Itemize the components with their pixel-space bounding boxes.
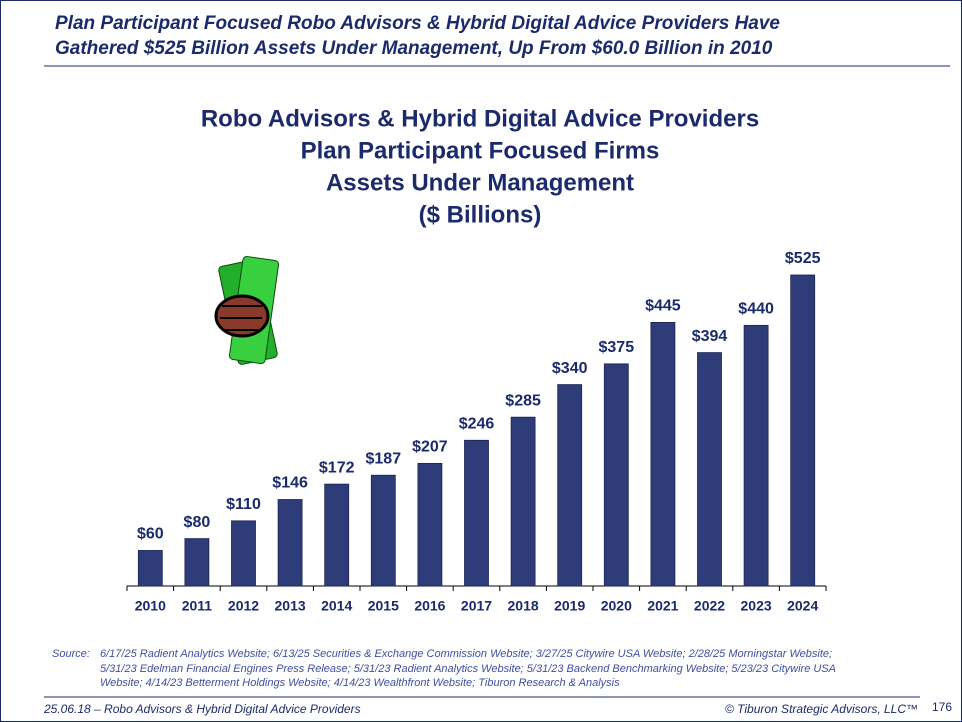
- chart-title: Robo Advisors & Hybrid Digital Advice Pr…: [201, 105, 759, 132]
- source-text: Website; 4/14/23 Betterment Holdings Web…: [100, 677, 620, 689]
- value-label: $246: [459, 415, 495, 432]
- bar: [464, 439, 489, 587]
- value-label: $525: [785, 250, 821, 267]
- bar: [743, 324, 769, 587]
- bar: [650, 321, 676, 587]
- footer-left: 25.06.18 – Robo Advisors & Hybrid Digita…: [43, 702, 361, 716]
- bar: [557, 384, 583, 587]
- value-label: $340: [552, 360, 588, 377]
- value-label: $285: [505, 392, 541, 409]
- x-tick-label: 2023: [741, 598, 772, 614]
- value-label: $440: [738, 301, 774, 318]
- source-text: 6/17/25 Radient Analytics Website; 6/13/…: [100, 648, 832, 660]
- value-label: $445: [645, 298, 681, 315]
- value-label: $60: [137, 526, 164, 543]
- bar: [184, 538, 210, 587]
- source-label: Source:: [52, 648, 90, 660]
- x-tick-label: 2014: [321, 598, 352, 614]
- x-tick-label: 2013: [275, 598, 306, 614]
- value-label: $207: [412, 439, 448, 456]
- bar: [277, 499, 303, 587]
- header-title: Gathered $525 Billion Assets Under Manag…: [55, 38, 773, 59]
- value-label: $80: [184, 514, 211, 531]
- header-title: Plan Participant Focused Robo Advisors &…: [55, 13, 780, 34]
- value-label: $394: [692, 328, 728, 345]
- x-tick-label: 2012: [228, 598, 259, 614]
- page-number: 176: [932, 700, 952, 714]
- x-tick-label: 2017: [461, 598, 492, 614]
- bar: [790, 274, 816, 587]
- chart-title: Plan Participant Focused Firms: [301, 137, 660, 164]
- bar: [697, 352, 722, 587]
- chart-title: ($ Billions): [419, 201, 542, 228]
- bar: [603, 363, 629, 587]
- chart-title: Assets Under Management: [326, 169, 634, 196]
- bar: [370, 474, 396, 587]
- bar: [324, 483, 350, 587]
- bar: [510, 416, 536, 587]
- x-tick-label: 2021: [647, 598, 678, 614]
- x-tick-label: 2020: [601, 598, 632, 614]
- bar: [137, 550, 163, 587]
- value-label: $172: [319, 459, 355, 476]
- source-text: 5/31/23 Edelman Financial Engines Press …: [100, 663, 836, 675]
- value-label: $375: [599, 339, 635, 356]
- bar: [417, 462, 443, 587]
- footer-right: © Tiburon Strategic Advisors, LLC™: [725, 702, 918, 716]
- value-label: $146: [272, 475, 308, 492]
- x-tick-label: 2024: [787, 598, 818, 614]
- x-tick-label: 2010: [135, 598, 166, 614]
- x-tick-label: 2022: [694, 598, 725, 614]
- value-label: $187: [366, 450, 402, 467]
- x-tick-label: 2016: [414, 598, 445, 614]
- x-tick-label: 2019: [554, 598, 585, 614]
- x-tick-label: 2015: [368, 598, 399, 614]
- value-label: $110: [226, 496, 261, 513]
- x-tick-label: 2018: [508, 598, 539, 614]
- bar: [231, 520, 256, 587]
- money-icon: [214, 256, 280, 365]
- x-tick-label: 2011: [182, 598, 213, 614]
